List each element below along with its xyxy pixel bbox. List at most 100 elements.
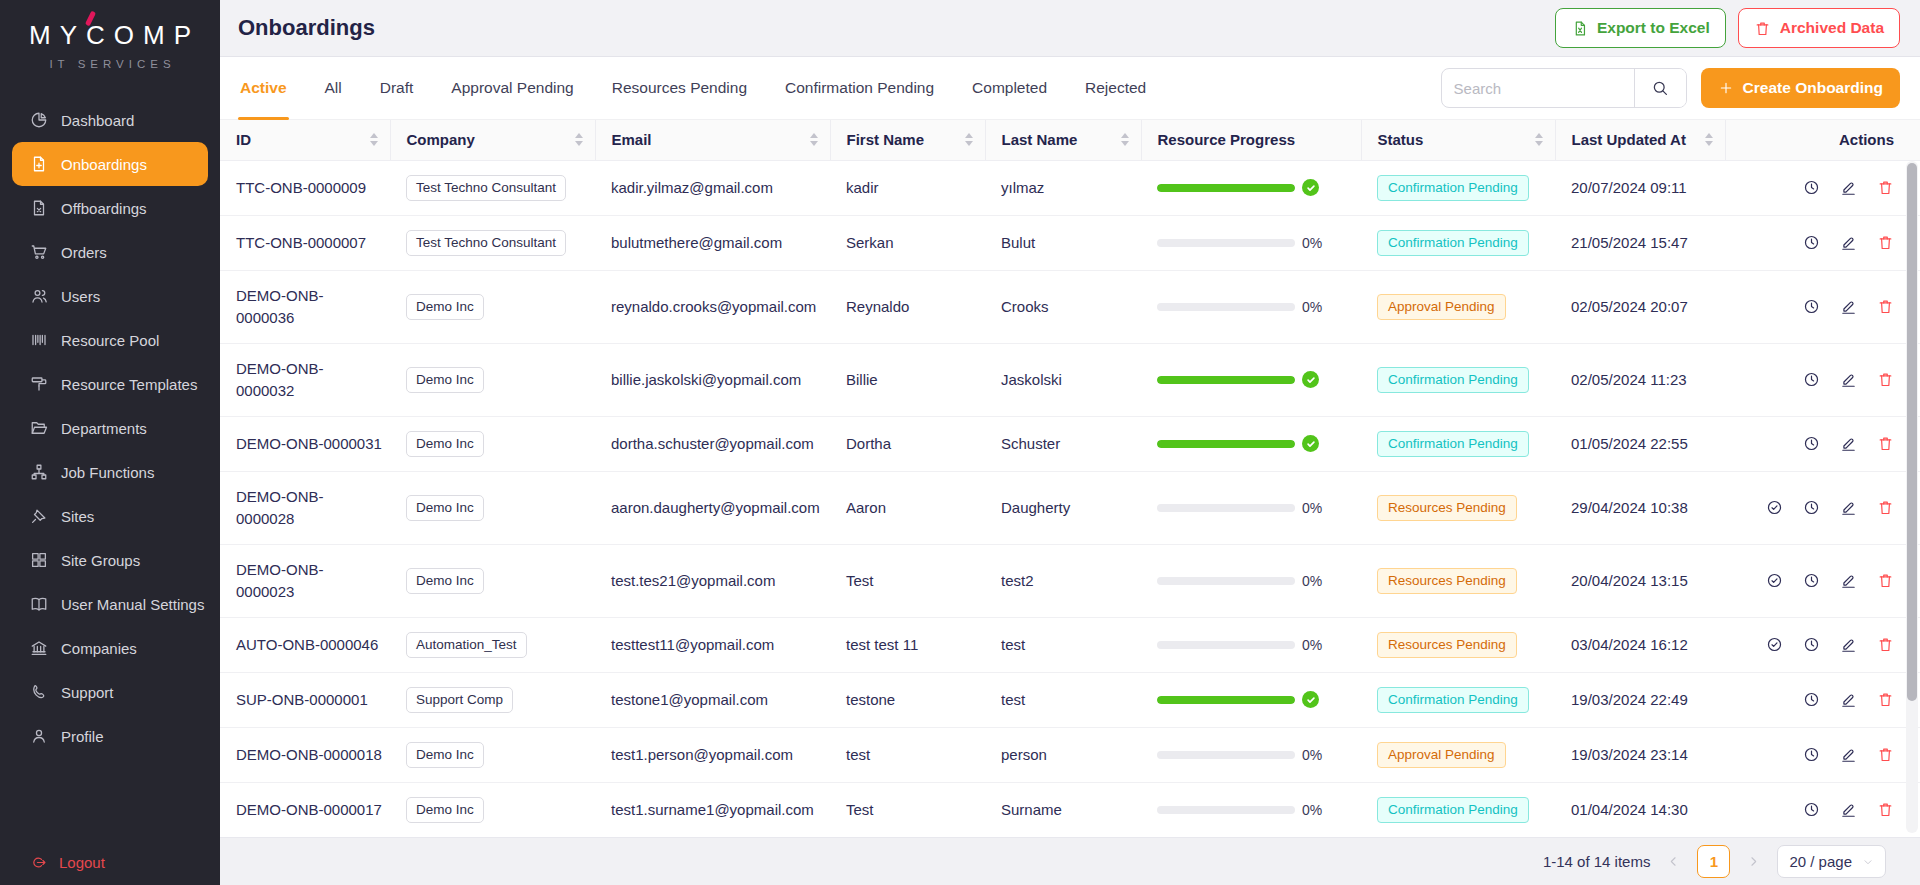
history-action-button[interactable] bbox=[1803, 746, 1820, 763]
next-page-button[interactable] bbox=[1746, 854, 1761, 869]
column-header-email[interactable]: Email bbox=[595, 120, 830, 160]
delete-action-button[interactable] bbox=[1877, 801, 1894, 818]
column-header-last-name[interactable]: Last Name bbox=[985, 120, 1141, 160]
sort-carets-icon[interactable] bbox=[1121, 133, 1129, 146]
progress-track bbox=[1157, 577, 1295, 585]
column-header-company[interactable]: Company bbox=[390, 120, 595, 160]
sidebar-item-user-manual-settings[interactable]: User Manual Settings bbox=[0, 582, 220, 626]
sort-carets-icon[interactable] bbox=[1535, 133, 1543, 146]
sidebar-item-dashboard[interactable]: Dashboard bbox=[0, 98, 220, 142]
history-action-button[interactable] bbox=[1803, 298, 1820, 315]
history-action-button[interactable] bbox=[1803, 636, 1820, 653]
edit-action-button[interactable] bbox=[1840, 746, 1857, 763]
export-to-excel-button[interactable]: Export to Excel bbox=[1555, 8, 1726, 48]
approve-action-button[interactable] bbox=[1766, 572, 1783, 589]
sidebar-item-orders[interactable]: Orders bbox=[0, 230, 220, 274]
cell-status: Confirmation Pending bbox=[1361, 782, 1555, 837]
sort-carets-icon[interactable] bbox=[370, 133, 378, 146]
progress-track bbox=[1157, 303, 1295, 311]
cell-status: Confirmation Pending bbox=[1361, 416, 1555, 471]
sidebar-item-profile[interactable]: Profile bbox=[0, 714, 220, 758]
delete-action-button[interactable] bbox=[1877, 298, 1894, 315]
delete-action-button[interactable] bbox=[1877, 499, 1894, 516]
history-icon bbox=[1803, 371, 1820, 388]
delete-action-button[interactable] bbox=[1877, 179, 1894, 196]
history-action-button[interactable] bbox=[1803, 234, 1820, 251]
edit-action-button[interactable] bbox=[1840, 801, 1857, 818]
cell-id: TTC-ONB-0000007 bbox=[220, 215, 390, 270]
sort-carets-icon[interactable] bbox=[575, 133, 583, 146]
sort-carets-icon[interactable] bbox=[1705, 133, 1713, 146]
sidebar-item-support[interactable]: Support bbox=[0, 670, 220, 714]
approve-action-button[interactable] bbox=[1766, 636, 1783, 653]
sidebar-item-resource-pool[interactable]: Resource Pool bbox=[0, 318, 220, 362]
edit-action-button[interactable] bbox=[1840, 298, 1857, 315]
column-header-status[interactable]: Status bbox=[1361, 120, 1555, 160]
sort-carets-icon[interactable] bbox=[810, 133, 818, 146]
edit-action-button[interactable] bbox=[1840, 179, 1857, 196]
delete-action-button[interactable] bbox=[1877, 435, 1894, 452]
column-header-first-name[interactable]: First Name bbox=[830, 120, 985, 160]
delete-action-button[interactable] bbox=[1877, 636, 1894, 653]
approve-icon bbox=[1766, 499, 1783, 516]
history-action-button[interactable] bbox=[1803, 179, 1820, 196]
delete-action-button[interactable] bbox=[1877, 746, 1894, 763]
tab-active[interactable]: Active bbox=[238, 57, 289, 119]
search-button[interactable] bbox=[1634, 69, 1686, 107]
cell-last-updated-at: 20/04/2024 13:15 bbox=[1555, 544, 1725, 617]
edit-icon bbox=[1840, 435, 1857, 452]
logout-button[interactable]: Logout bbox=[30, 854, 105, 871]
search-input[interactable] bbox=[1442, 69, 1634, 107]
edit-action-button[interactable] bbox=[1840, 435, 1857, 452]
cell-resource-progress: 0% bbox=[1141, 471, 1361, 544]
previous-page-button[interactable] bbox=[1666, 854, 1681, 869]
history-action-button[interactable] bbox=[1803, 572, 1820, 589]
delete-action-button[interactable] bbox=[1877, 691, 1894, 708]
delete-icon bbox=[1877, 746, 1894, 763]
tab-draft[interactable]: Draft bbox=[378, 57, 416, 119]
archived-data-button[interactable]: Archived Data bbox=[1738, 8, 1900, 48]
sort-carets-icon[interactable] bbox=[965, 133, 973, 146]
edit-action-button[interactable] bbox=[1840, 371, 1857, 388]
column-header-last-updated-at[interactable]: Last Updated At bbox=[1555, 120, 1725, 160]
edit-action-button[interactable] bbox=[1840, 499, 1857, 516]
tab-all[interactable]: All bbox=[323, 57, 344, 119]
scrollbar-thumb[interactable] bbox=[1907, 163, 1917, 701]
column-label: Status bbox=[1378, 131, 1424, 148]
tab-rejected[interactable]: Rejected bbox=[1083, 57, 1148, 119]
approve-action-button[interactable] bbox=[1766, 499, 1783, 516]
edit-action-button[interactable] bbox=[1840, 572, 1857, 589]
sidebar-item-onboardings[interactable]: Onboardings bbox=[12, 142, 208, 186]
create-onboarding-button[interactable]: Create Onboarding bbox=[1701, 68, 1900, 108]
history-action-button[interactable] bbox=[1803, 801, 1820, 818]
edit-action-button[interactable] bbox=[1840, 234, 1857, 251]
sidebar-item-departments[interactable]: Departments bbox=[0, 406, 220, 450]
current-page-button[interactable]: 1 bbox=[1697, 845, 1730, 878]
sidebar-item-sites[interactable]: Sites bbox=[0, 494, 220, 538]
delete-action-button[interactable] bbox=[1877, 234, 1894, 251]
tab-approval-pending[interactable]: Approval Pending bbox=[449, 57, 575, 119]
delete-action-button[interactable] bbox=[1877, 371, 1894, 388]
sidebar-item-resource-templates[interactable]: Resource Templates bbox=[0, 362, 220, 406]
sidebar-item-users[interactable]: Users bbox=[0, 274, 220, 318]
page-size-select[interactable]: 20 / page bbox=[1777, 845, 1886, 878]
sidebar-item-offboardings[interactable]: Offboardings bbox=[0, 186, 220, 230]
cart-icon bbox=[30, 243, 48, 261]
tab-resources-pending[interactable]: Resources Pending bbox=[610, 57, 749, 119]
edit-action-button[interactable] bbox=[1840, 636, 1857, 653]
column-header-id[interactable]: ID bbox=[220, 120, 390, 160]
tab-confirmation-pending[interactable]: Confirmation Pending bbox=[783, 57, 936, 119]
tab-completed[interactable]: Completed bbox=[970, 57, 1049, 119]
edit-action-button[interactable] bbox=[1840, 691, 1857, 708]
cell-last-name: test bbox=[985, 617, 1141, 672]
history-action-button[interactable] bbox=[1803, 435, 1820, 452]
history-action-button[interactable] bbox=[1803, 499, 1820, 516]
delete-action-button[interactable] bbox=[1877, 572, 1894, 589]
sidebar-item-job-functions[interactable]: Job Functions bbox=[0, 450, 220, 494]
sidebar-item-companies[interactable]: Companies bbox=[0, 626, 220, 670]
status-badge: Resources Pending bbox=[1377, 632, 1517, 658]
edit-icon bbox=[1840, 572, 1857, 589]
history-action-button[interactable] bbox=[1803, 691, 1820, 708]
sidebar-item-site-groups[interactable]: Site Groups bbox=[0, 538, 220, 582]
history-action-button[interactable] bbox=[1803, 371, 1820, 388]
